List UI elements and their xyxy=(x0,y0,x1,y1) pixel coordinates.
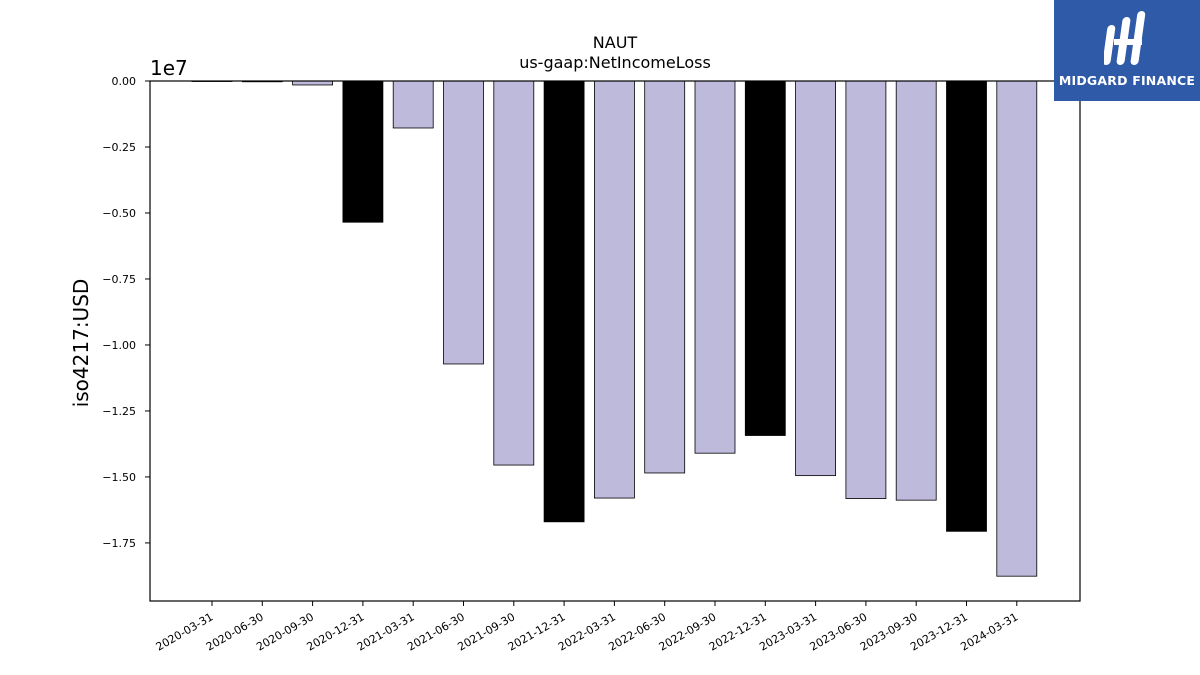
bar-2022-12-31 xyxy=(744,80,786,436)
y-tick-label: −1.50 xyxy=(102,471,136,484)
bar-2021-06-30 xyxy=(443,80,484,365)
y-tick-label: −0.75 xyxy=(102,273,136,286)
y-tick-label: 0.00 xyxy=(112,75,137,88)
y-tick-label: −0.25 xyxy=(102,141,136,154)
midgard-finance-logo: MIDGARD FINANCE xyxy=(1054,0,1200,101)
logo-text: MIDGARD FINANCE xyxy=(1058,73,1196,88)
bar-2022-03-31 xyxy=(594,80,635,499)
bar-2023-09-30 xyxy=(895,80,937,501)
y-tick-label: −1.00 xyxy=(102,339,136,352)
x-tick-label: 2024-03-31 xyxy=(958,610,1020,653)
bar-2022-06-30 xyxy=(644,80,686,474)
y-offset-label: 1e7 xyxy=(150,56,188,80)
bar-2021-12-31 xyxy=(543,80,585,523)
bar-2023-12-31 xyxy=(946,80,987,532)
bar-2020-12-31 xyxy=(342,80,384,223)
y-axis-label: iso4217:USD xyxy=(69,279,93,408)
y-tick-label: −1.75 xyxy=(102,537,136,550)
y-tick-label: −1.25 xyxy=(102,405,136,418)
y-tick-label: −0.50 xyxy=(102,207,136,220)
midgard-logo-icon xyxy=(1104,11,1146,65)
bar-2021-03-31 xyxy=(392,80,434,129)
bar-2023-03-31 xyxy=(795,80,836,477)
y-axis-ticks: 0.00 −0.25 −0.50 −0.75 −1.00 −1.25 −1.50 −1.75 xyxy=(102,75,150,550)
bar-2024-03-31 xyxy=(996,80,1038,577)
chart-title: NAUT xyxy=(593,33,638,52)
x-axis-ticks: 2020-03-312020-06-302020-09-302020-12-31… xyxy=(154,601,1020,654)
bar-2023-06-30 xyxy=(845,80,887,499)
chart-subtitle: us-gaap:NetIncomeLoss xyxy=(519,53,711,72)
bar-2021-09-30 xyxy=(493,80,535,466)
bar-2022-09-30 xyxy=(694,80,736,454)
bars-group xyxy=(191,80,1038,577)
plot-frame xyxy=(149,80,1081,602)
